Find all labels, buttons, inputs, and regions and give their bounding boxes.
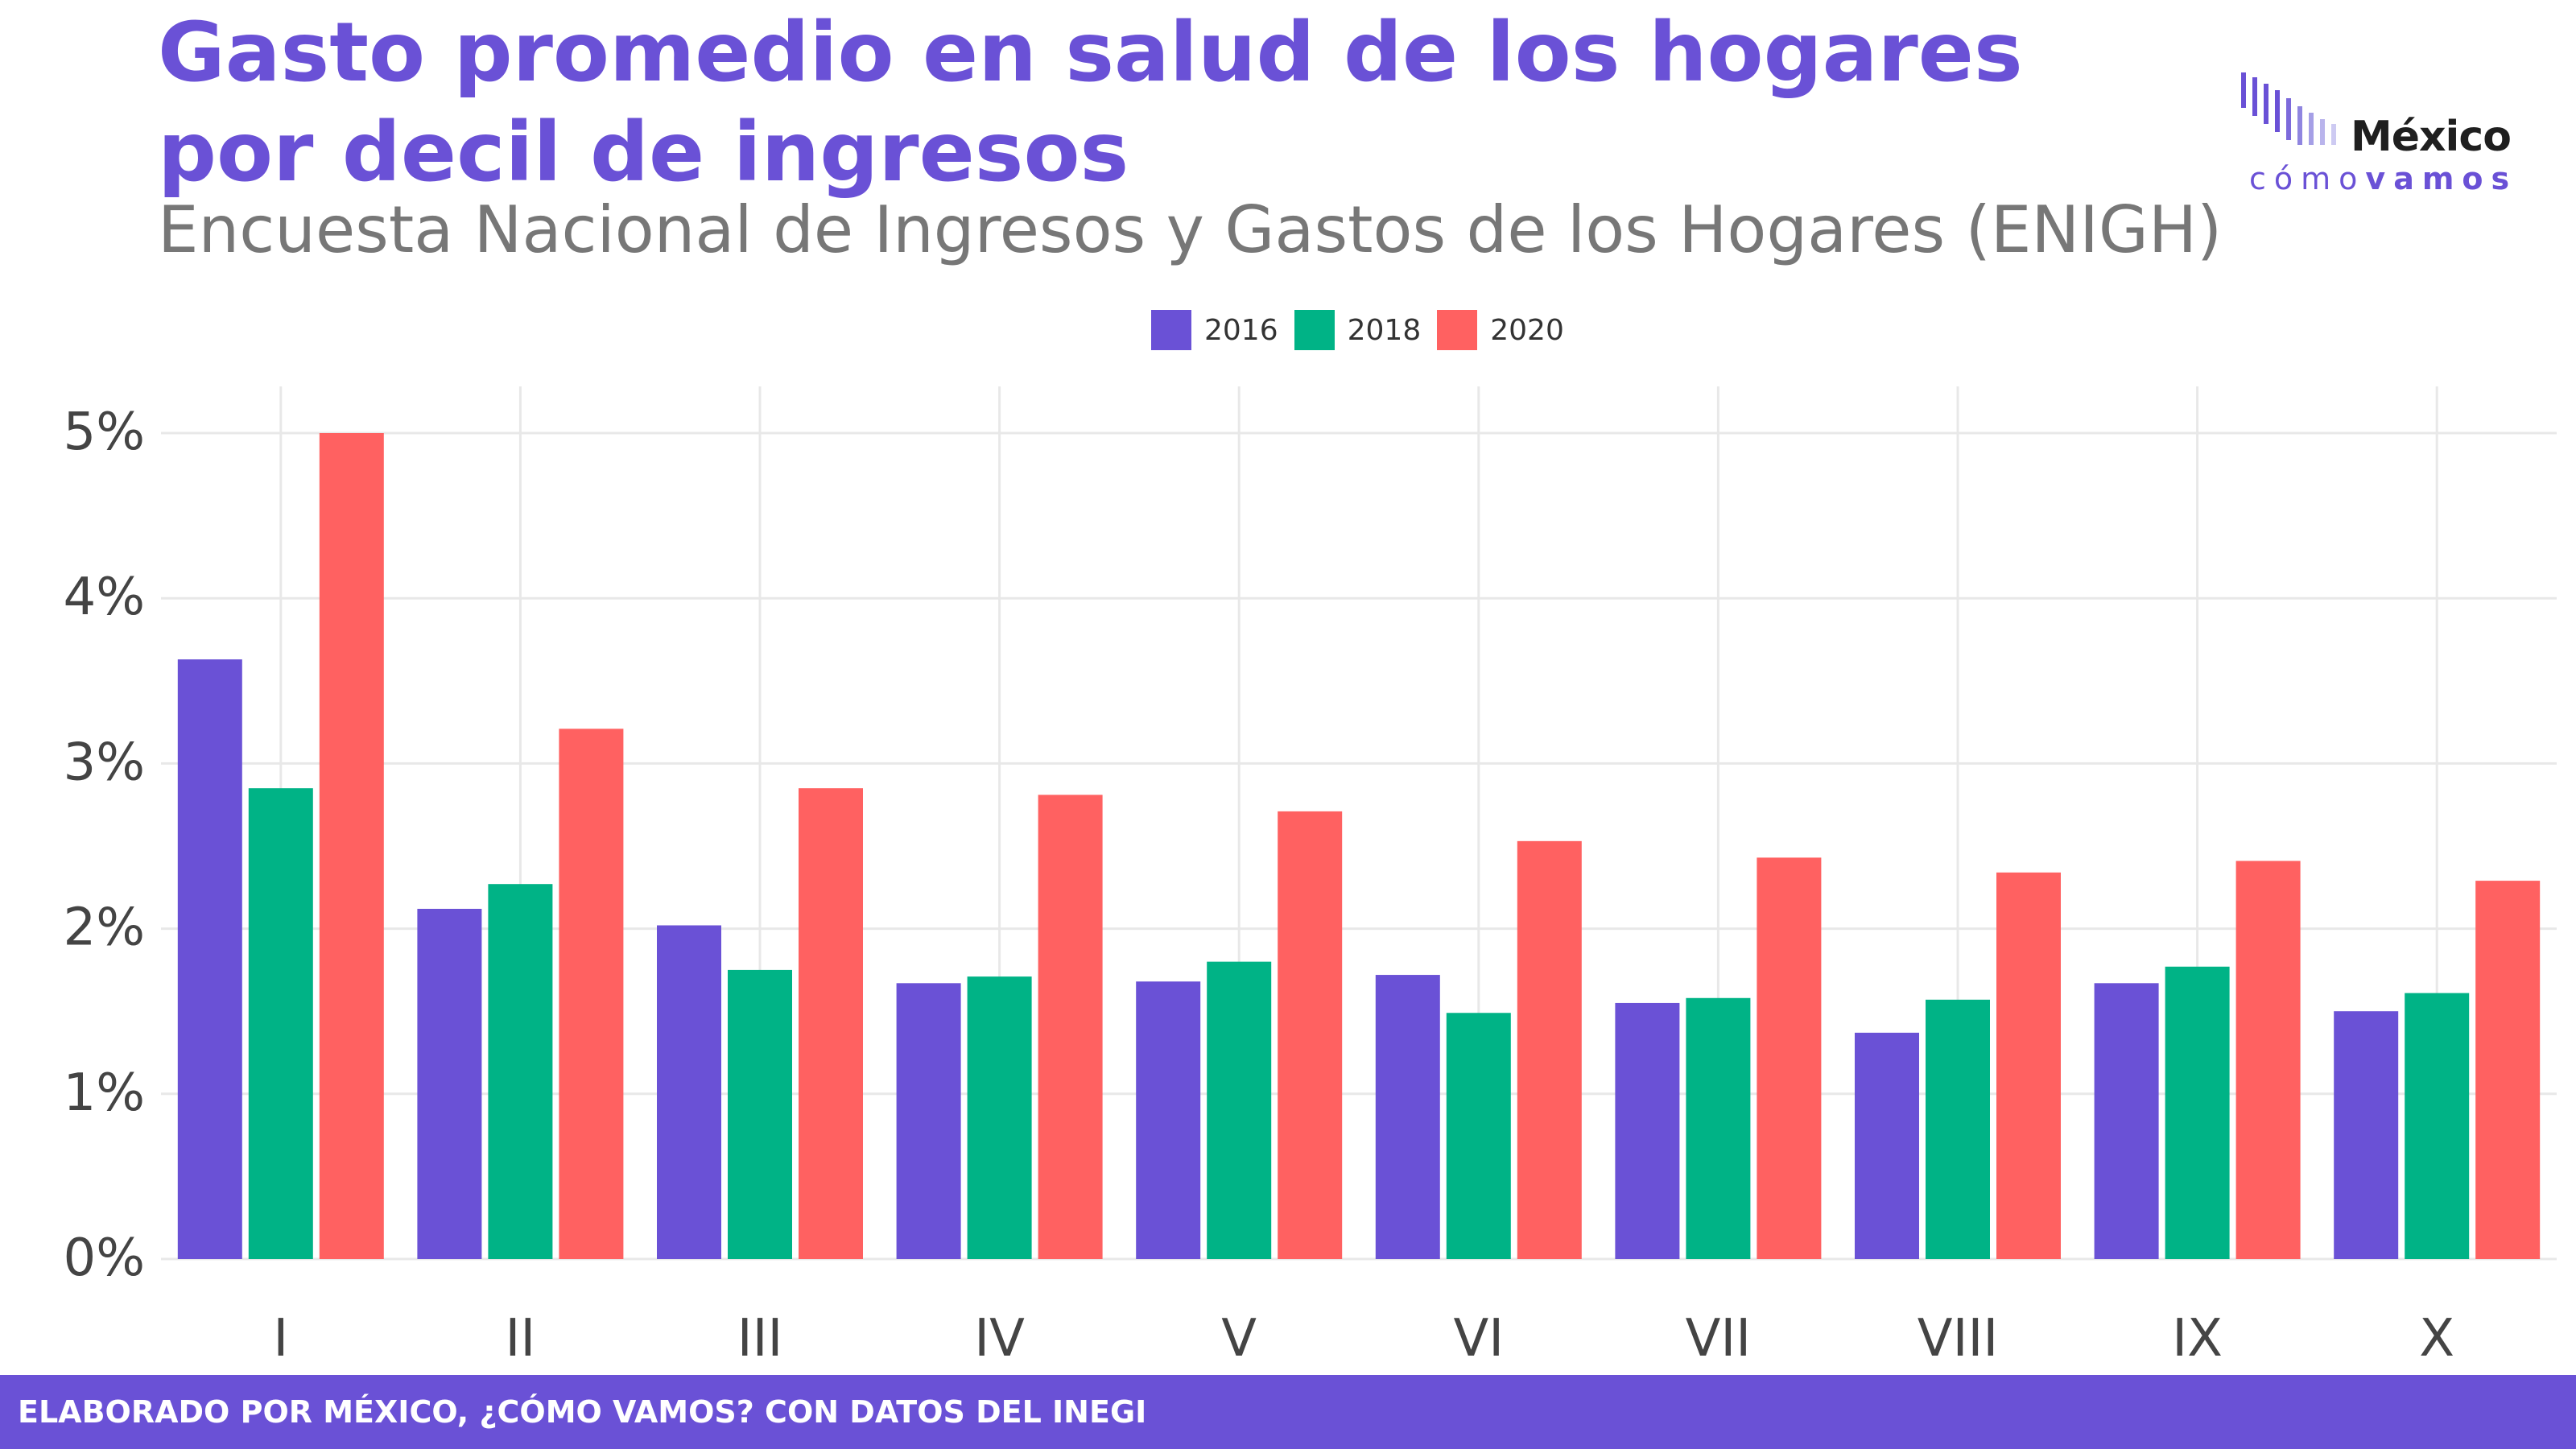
bar-2016-X [2334, 1011, 2399, 1259]
bar-2016-VII [1615, 1002, 1680, 1259]
x-tick-label: IX [2172, 1309, 2223, 1368]
chart-title: Gasto promedio en salud de los hogares p… [158, 3, 2023, 203]
bar-2018-VII [1686, 997, 1751, 1259]
bar-2016-I [177, 659, 242, 1259]
bar-2020-III [799, 788, 863, 1259]
bar-chart: 0%1%2%3%4%5%I II III IV V VI VII VIII IX X [63, 386, 2557, 1368]
bar-2016-VI [1375, 975, 1440, 1259]
bar-2016-III [657, 925, 721, 1259]
bar-2016-VIII [1855, 1032, 1919, 1259]
logo-word-vamos: vamos [2365, 161, 2518, 196]
bar-2018-VIII [1926, 999, 1990, 1259]
y-tick-label: 3% [63, 733, 145, 792]
bar-2020-VII [1757, 857, 1822, 1259]
x-tick-label: I [273, 1309, 288, 1368]
chart-legend: 2016 2018 2020 [1151, 308, 1580, 353]
x-tick-label: II [506, 1309, 536, 1368]
x-tick-label: V [1221, 1309, 1257, 1368]
bar-2016-IV [896, 983, 961, 1259]
bar-2020-II [559, 729, 624, 1259]
bar-2020-IV [1038, 795, 1103, 1259]
bar-2016-V [1136, 981, 1201, 1259]
x-tick-label: VI [1453, 1309, 1504, 1368]
logo-bars-icon [2241, 72, 2336, 145]
footer-credit: ELABORADO POR MÉXICO, ¿CÓMO VAMOS? CON D… [0, 1375, 2576, 1449]
legend-swatch-2020 [1437, 310, 1478, 350]
logo-word-como: cómo [2249, 161, 2366, 196]
title-line-2: por decil de ingresos [158, 105, 1129, 200]
bar-2018-I [248, 788, 313, 1259]
legend-label-2020: 2020 [1490, 313, 1564, 347]
y-tick-label: 1% [63, 1063, 145, 1123]
bar-2020-I [319, 433, 384, 1259]
legend-item-2020: 2020 [1437, 310, 1564, 350]
bar-2018-IX [2165, 966, 2230, 1259]
bar-2016-II [417, 908, 482, 1259]
bar-2018-V [1207, 961, 1272, 1259]
y-tick-label: 4% [63, 568, 145, 627]
legend-label-2018: 2018 [1347, 313, 1422, 347]
legend-swatch-2018 [1294, 310, 1335, 350]
bar-2020-X [2475, 881, 2541, 1259]
x-tick-label: VII [1686, 1309, 1752, 1368]
y-tick-label: 5% [63, 402, 145, 462]
y-tick-label: 0% [63, 1228, 145, 1288]
bar-2020-V [1278, 811, 1343, 1259]
bar-2020-VI [1517, 840, 1582, 1259]
x-tick-label: IV [974, 1309, 1025, 1368]
bar-2018-II [488, 884, 553, 1259]
logo-word-mexico: México [2351, 113, 2512, 161]
bar-2020-VIII [1996, 872, 2061, 1259]
bar-2018-III [728, 969, 792, 1259]
bar-2020-IX [2235, 861, 2301, 1259]
bar-2016-IX [2094, 983, 2159, 1259]
chart-subtitle: Encuesta Nacional de Ingresos y Gastos d… [158, 192, 2223, 267]
x-tick-label: VIII [1918, 1309, 1998, 1368]
x-tick-label: X [2419, 1309, 2454, 1368]
bar-2018-X [2405, 993, 2470, 1259]
legend-item-2018: 2018 [1294, 310, 1422, 350]
bar-2018-VI [1446, 1013, 1511, 1259]
title-line-1: Gasto promedio en salud de los hogares [158, 5, 2023, 101]
legend-item-2016: 2016 [1151, 310, 1278, 350]
legend-swatch-2016 [1151, 310, 1191, 350]
legend-label-2016: 2016 [1204, 313, 1278, 347]
logo-tagline: cómovamos [2249, 161, 2517, 196]
bar-2018-IV [967, 976, 1032, 1259]
y-tick-label: 2% [63, 898, 145, 958]
mexico-como-vamos-logo: México cómovamos [2238, 58, 2528, 203]
x-tick-label: III [737, 1309, 783, 1368]
